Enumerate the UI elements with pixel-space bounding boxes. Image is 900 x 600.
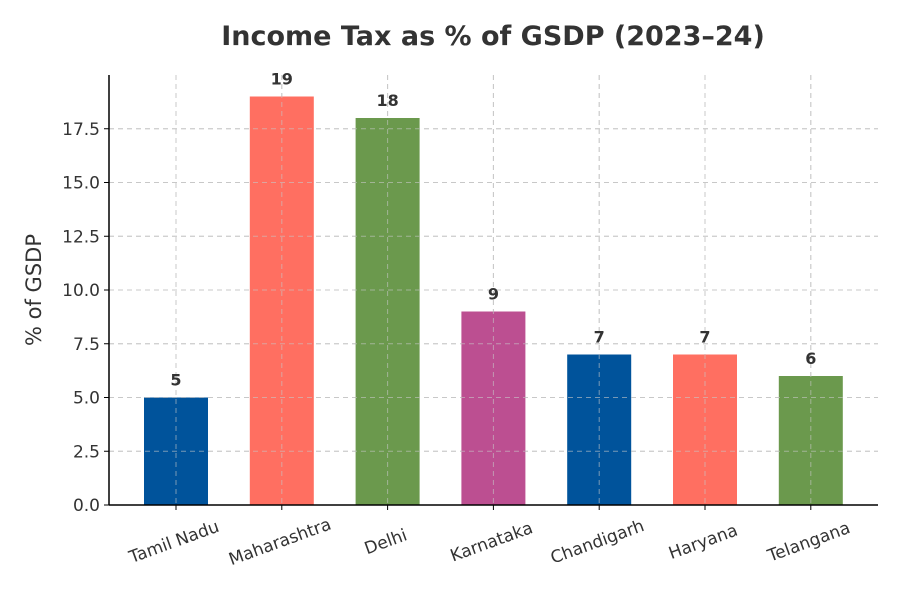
y-axis-label: % of GSDP [22, 234, 46, 346]
y-ticks: 0.0 2.5 5.0 7.5 10.0 12.5 15.0 17.5 [62, 120, 109, 516]
bar [778, 376, 843, 505]
bars-layer [109, 75, 878, 505]
data-label: 9 [488, 285, 499, 304]
data-labels: 5 19 18 9 7 7 6 [170, 70, 816, 390]
x-tick-label: Maharashtra [226, 515, 334, 571]
y-tick-label: 7.5 [73, 335, 100, 355]
x-ticks: Tamil Nadu Maharashtra Delhi Karnataka Chand… [126, 505, 853, 570]
y-tick-label: 5.0 [73, 389, 100, 409]
x-tick-label: Delhi [362, 525, 410, 559]
chart-title: Income Tax as % of GSDP (2023–24) [221, 21, 765, 52]
x-tick-label: Chandigarh [548, 516, 647, 568]
x-tick-label: Haryana [666, 521, 740, 564]
data-label: 6 [805, 349, 816, 368]
data-label: 19 [271, 70, 293, 89]
y-tick-label: 0.0 [73, 496, 100, 516]
x-tick-label: Telangana [764, 518, 853, 567]
y-tick-label: 17.5 [62, 120, 100, 140]
y-tick-label: 15.0 [62, 174, 100, 194]
x-tick-label: Tamil Nadu [126, 517, 222, 568]
data-label: 7 [594, 328, 605, 347]
data-label: 7 [699, 328, 710, 347]
data-label: 18 [376, 91, 398, 110]
y-tick-label: 2.5 [73, 442, 100, 462]
y-tick-label: 12.5 [62, 227, 100, 247]
data-label: 5 [170, 371, 181, 390]
y-tick-label: 10.0 [62, 281, 100, 301]
x-tick-label: Karnataka [448, 518, 536, 566]
